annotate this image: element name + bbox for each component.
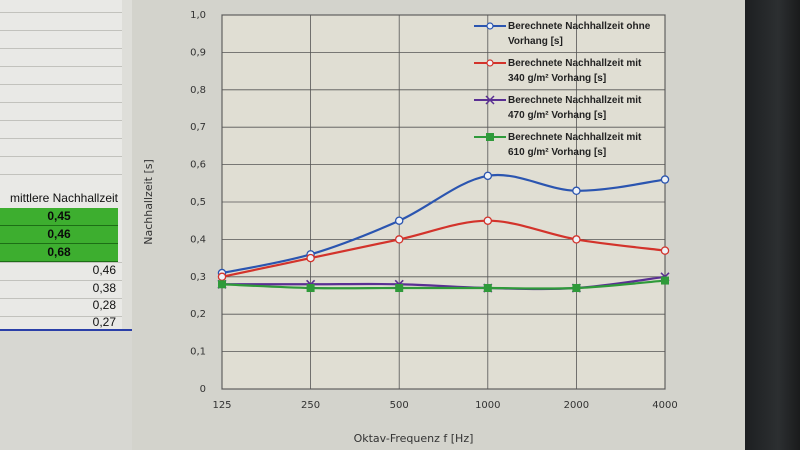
chart-grid xyxy=(221,14,666,390)
selection-border xyxy=(0,329,132,331)
gridline xyxy=(0,84,122,85)
gridline xyxy=(0,262,122,263)
data-point xyxy=(394,235,404,244)
legend-label: 610 g/m² Vorhang [s] xyxy=(508,147,606,158)
y-tick-label: 0,7 xyxy=(190,122,206,133)
gridline xyxy=(0,298,122,299)
y-axis-title: Nachhallzeit [s] xyxy=(142,159,155,245)
series-line xyxy=(221,173,666,275)
y-tick-label: 0 xyxy=(200,384,206,395)
monitor-bezel xyxy=(745,0,800,450)
x-axis-title: Oktav-Frequenz f [Hz] xyxy=(354,432,474,445)
gridline xyxy=(0,48,122,49)
value-cell[interactable]: 0,46 xyxy=(92,263,116,277)
data-point xyxy=(483,216,493,225)
gridline xyxy=(0,120,122,121)
column-header[interactable]: mittlere Nachhallzeit xyxy=(9,191,118,205)
data-point xyxy=(660,246,670,255)
legend-label: 470 g/m² Vorhang [s] xyxy=(508,110,606,121)
y-tick-labels: 0 0,1 0,2 0,3 0,4 0,5 0,6 0,7 0,8 0,9 1,0 xyxy=(190,10,206,395)
gridline xyxy=(0,66,122,67)
x-tick-label: 250 xyxy=(301,400,320,411)
spreadsheet-panel: mittlere Nachhallzeit 0,45 0,46 0,68 0,4… xyxy=(0,0,132,450)
highlighted-cell[interactable]: 0,45 xyxy=(0,208,118,226)
y-tick-label: 0,3 xyxy=(190,272,206,283)
data-point xyxy=(572,235,581,244)
legend-label: Berechnete Nachhallzeit ohne xyxy=(508,21,651,32)
gridline xyxy=(0,174,122,175)
legend-marker xyxy=(486,59,494,67)
gridline xyxy=(0,280,122,281)
series-lines xyxy=(221,173,666,291)
line-chart: 0 0,1 0,2 0,3 0,4 0,5 0,6 0,7 0,8 0,9 1,0 125 250 50… xyxy=(142,10,678,445)
gridline xyxy=(0,138,122,139)
column-divider xyxy=(122,0,132,450)
data-point xyxy=(572,186,581,196)
highlighted-cell[interactable]: 0,68 xyxy=(0,244,118,262)
monitor-screen: mittlere Nachhallzeit 0,45 0,46 0,68 0,4… xyxy=(0,0,745,450)
series-line xyxy=(221,219,666,278)
value-cell[interactable]: 0,38 xyxy=(92,281,116,295)
legend-marker xyxy=(486,133,494,141)
data-point xyxy=(572,284,581,293)
gridline xyxy=(0,12,122,13)
series-markers xyxy=(217,171,670,293)
data-point xyxy=(661,276,669,285)
series-line xyxy=(221,279,666,290)
legend-label: 340 g/m² Vorhang [s] xyxy=(508,73,606,84)
x-tick-label: 125 xyxy=(212,400,231,411)
y-tick-label: 0,1 xyxy=(190,347,206,358)
x-tick-label: 4000 xyxy=(652,400,677,411)
x-tick-labels: 125 250 500 1000 2000 4000 xyxy=(212,400,677,411)
data-point xyxy=(483,284,492,293)
y-tick-label: 0,4 xyxy=(190,234,206,245)
legend-label: Vorhang [s] xyxy=(508,36,563,47)
data-point xyxy=(306,253,315,263)
x-tick-label: 500 xyxy=(390,400,409,411)
data-point xyxy=(306,284,315,293)
x-tick-label: 1000 xyxy=(475,400,500,411)
y-tick-label: 0,5 xyxy=(190,197,206,208)
gridline xyxy=(0,102,122,103)
gridline xyxy=(0,316,122,317)
highlighted-cell[interactable]: 0,46 xyxy=(0,226,118,244)
value-cell[interactable]: 0,27 xyxy=(92,315,116,329)
y-tick-label: 0,9 xyxy=(190,47,206,58)
data-point xyxy=(660,175,670,184)
chart-object[interactable]: 0 0,1 0,2 0,3 0,4 0,5 0,6 0,7 0,8 0,9 1,0 125 250 50… xyxy=(132,0,745,450)
legend-marker xyxy=(485,95,495,105)
data-point xyxy=(395,284,404,293)
y-tick-label: 0,2 xyxy=(190,309,206,320)
data-point xyxy=(217,272,227,282)
chart-legend: Berechnete Nachhallzeit ohne Vorhang [s] B… xyxy=(474,21,651,158)
x-tick-label: 2000 xyxy=(564,400,589,411)
legend-label: Berechnete Nachhallzeit mit xyxy=(508,58,642,69)
data-point xyxy=(218,280,226,289)
y-tick-label: 0,6 xyxy=(190,160,206,171)
legend-marker xyxy=(486,22,494,30)
y-tick-label: 1,0 xyxy=(190,10,206,21)
data-point xyxy=(394,216,404,225)
legend-label: Berechnete Nachhallzeit mit xyxy=(508,95,642,106)
y-tick-label: 0,8 xyxy=(190,85,206,96)
data-point xyxy=(483,171,493,181)
value-cell[interactable]: 0,28 xyxy=(92,298,116,312)
empty-sheet-area xyxy=(0,331,132,450)
gridline xyxy=(0,156,122,157)
gridline xyxy=(0,30,122,31)
legend-label: Berechnete Nachhallzeit mit xyxy=(508,132,642,143)
